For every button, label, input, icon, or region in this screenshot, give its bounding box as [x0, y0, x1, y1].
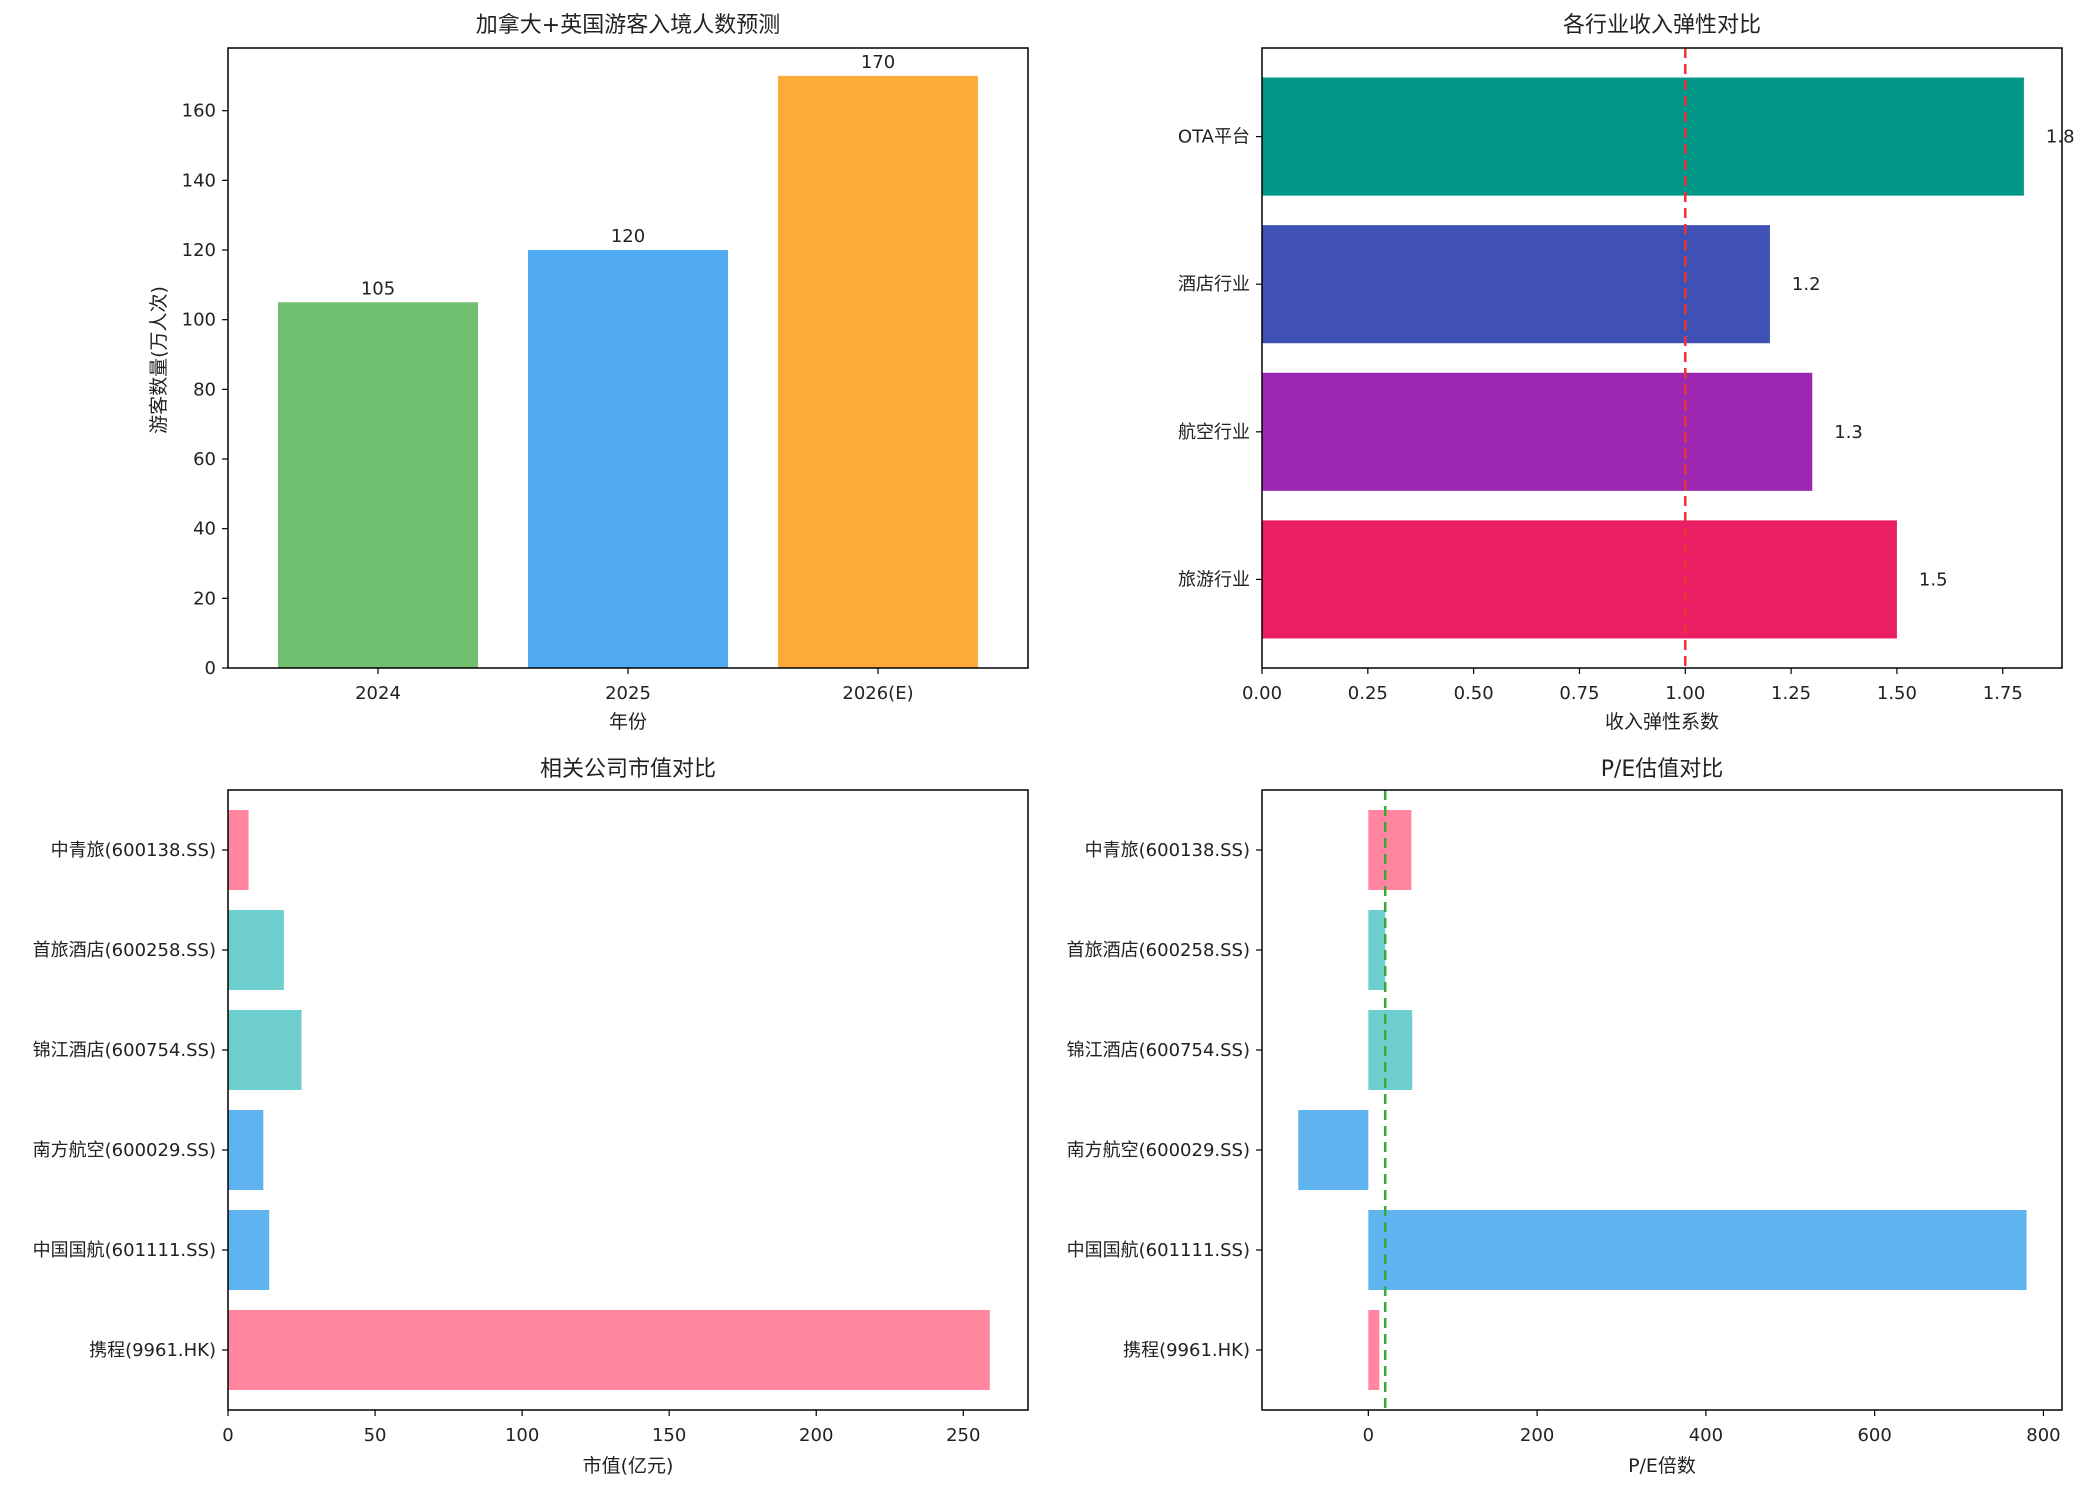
bar — [1262, 520, 1897, 639]
chart-title: 相关公司市值对比 — [540, 757, 716, 782]
x-tick-label: 800 — [2026, 1425, 2060, 1446]
y-tick-label: 中国国航(601111.SS) — [1067, 1240, 1250, 1261]
bar — [1368, 1310, 1380, 1390]
y-tick-label: 旅游行业 — [1178, 569, 1250, 590]
bar — [1368, 1010, 1413, 1090]
bar — [228, 1010, 302, 1090]
y-tick-label: 锦江酒店(600754.SS) — [33, 1040, 216, 1061]
y-axis-label: 游客数量(万人次) — [148, 286, 170, 434]
x-tick-label: 1.75 — [1983, 683, 2023, 704]
x-tick-label: 200 — [799, 1425, 833, 1446]
x-tick-label: 150 — [652, 1425, 686, 1446]
x-tick-label: 2025 — [605, 683, 651, 704]
data-label: 1.2 — [1792, 274, 1821, 295]
y-tick-label: 100 — [182, 310, 216, 331]
x-axis-label: 年份 — [609, 711, 647, 733]
bar — [228, 1210, 270, 1290]
y-tick-label: 160 — [182, 101, 216, 122]
y-tick-label: 80 — [193, 379, 216, 400]
bar — [228, 910, 284, 990]
data-label: 1.8 — [2046, 127, 2075, 148]
y-tick-label: 120 — [182, 240, 216, 261]
x-tick-label: 50 — [364, 1425, 387, 1446]
y-tick-label: 酒店行业 — [1178, 274, 1250, 295]
x-tick-label: 0.50 — [1454, 683, 1494, 704]
x-tick-label: 0.00 — [1242, 683, 1282, 704]
plot-frame — [1261, 47, 2063, 669]
ticks-pe: 中青旅(600138.SS) 首旅酒店(600258.SS) 锦江酒店(600754… — [1067, 840, 2061, 1446]
bar — [1262, 77, 2024, 196]
bar — [228, 810, 249, 890]
y-tick-label: 中青旅(600138.SS) — [1085, 840, 1250, 861]
plot-frame — [1261, 789, 2063, 1411]
y-tick-label: 南方航空(600029.SS) — [1067, 1140, 1250, 1161]
bar — [1368, 910, 1386, 990]
bars-tourists: 105 120 170 — [278, 52, 978, 669]
bar — [1368, 1210, 2027, 1290]
x-tick-label: 2024 — [355, 683, 401, 704]
x-tick-label: 0 — [1363, 1425, 1374, 1446]
x-tick-label: 0 — [222, 1425, 233, 1446]
y-tick-label: 中青旅(600138.SS) — [51, 840, 216, 861]
data-label: 105 — [361, 278, 395, 299]
y-tick-label: 携程(9961.HK) — [1123, 1340, 1250, 1361]
data-label: 1.3 — [1834, 422, 1863, 443]
bar — [1262, 372, 1813, 491]
chart-tourists: 加拿大+英国游客入境人数预测 年份 游客数量(万人次) 105 120 170 20… — [148, 12, 1029, 733]
bar — [228, 1310, 990, 1390]
y-tick-label: 首旅酒店(600258.SS) — [1067, 940, 1250, 961]
y-tick-label: 首旅酒店(600258.SS) — [33, 940, 216, 961]
y-tick-label: 锦江酒店(600754.SS) — [1067, 1040, 1250, 1061]
y-tick-label: 60 — [193, 449, 216, 470]
plot-frame — [227, 47, 1029, 669]
bar — [528, 250, 728, 669]
chart-pe: P/E估值对比 P/E倍数 中青旅(600138.SS) 首旅酒店(600258.… — [1067, 757, 2063, 1477]
bar — [1262, 225, 1770, 344]
bar — [778, 75, 978, 668]
y-tick-label: 航空行业 — [1178, 422, 1250, 443]
x-axis-label: P/E倍数 — [1628, 1455, 1696, 1477]
data-label: 170 — [861, 52, 895, 73]
x-tick-label: 200 — [1520, 1425, 1554, 1446]
x-tick-label: 0.25 — [1348, 683, 1388, 704]
ticks-tourists: 2024 2025 2026(E) 0 20 40 60 80 100 120 140 160 — [182, 101, 914, 704]
y-tick-label: 南方航空(600029.SS) — [33, 1140, 216, 1161]
chart-title: 各行业收入弹性对比 — [1563, 13, 1761, 38]
x-tick-label: 250 — [946, 1425, 980, 1446]
x-axis-label: 市值(亿元) — [583, 1455, 674, 1477]
y-tick-label: 40 — [193, 519, 216, 540]
bar — [1368, 810, 1412, 890]
x-tick-label: 1.50 — [1877, 683, 1917, 704]
bars-pe — [1298, 790, 2027, 1410]
y-tick-label: 携程(9961.HK) — [89, 1340, 216, 1361]
bar — [228, 1110, 264, 1190]
x-tick-label: 400 — [1689, 1425, 1723, 1446]
bars-market-cap — [228, 810, 990, 1390]
x-tick-label: 2026(E) — [842, 683, 913, 704]
x-tick-label: 600 — [1857, 1425, 1891, 1446]
y-tick-label: 20 — [193, 588, 216, 609]
chart-title: P/E估值对比 — [1601, 757, 1724, 782]
y-tick-label: 140 — [182, 170, 216, 191]
chart-market-cap: 相关公司市值对比 市值(亿元) 中青旅(600138.SS) 首旅酒店(60025… — [33, 757, 1029, 1477]
data-label: 1.5 — [1919, 569, 1948, 590]
bar — [278, 302, 478, 668]
x-tick-label: 100 — [505, 1425, 539, 1446]
x-axis-label: 收入弹性系数 — [1605, 711, 1719, 733]
y-tick-label: 中国国航(601111.SS) — [33, 1240, 216, 1261]
chart-title: 加拿大+英国游客入境人数预测 — [476, 12, 780, 38]
plot-frame — [227, 789, 1029, 1411]
bar — [1298, 1110, 1369, 1190]
chart-elasticity: 各行业收入弹性对比 收入弹性系数 1.8 1.2 1.3 1.5 OTA平台酒店行业航… — [1178, 13, 2075, 733]
x-tick-label: 1.00 — [1665, 683, 1705, 704]
y-tick-label: OTA平台 — [1178, 127, 1250, 148]
x-tick-label: 1.25 — [1771, 683, 1811, 704]
ticks-market-cap: 中青旅(600138.SS) 首旅酒店(600258.SS) 锦江酒店(600754… — [33, 840, 981, 1446]
data-label: 120 — [611, 226, 645, 247]
y-tick-label: 0 — [205, 658, 216, 679]
x-tick-label: 0.75 — [1559, 683, 1599, 704]
bars-elasticity: 1.8 1.2 1.3 1.5 — [1262, 48, 2075, 668]
